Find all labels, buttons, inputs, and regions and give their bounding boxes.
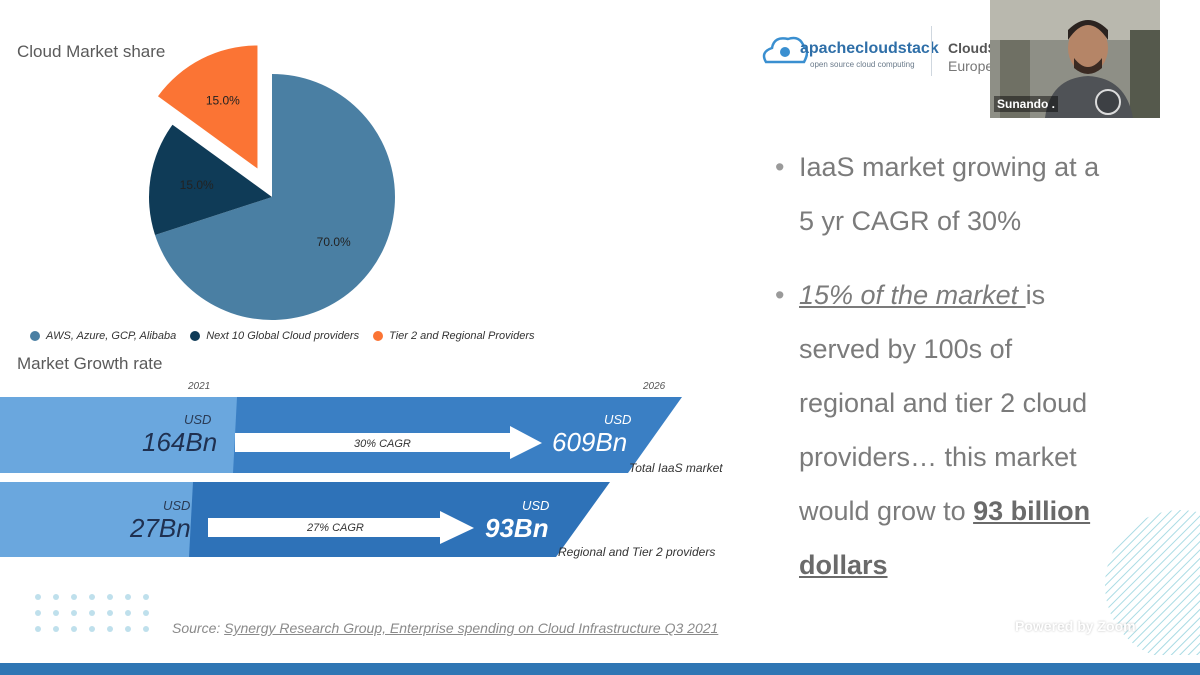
pie-slice xyxy=(155,74,395,320)
source-link[interactable]: Synergy Research Group, Enterprise spend… xyxy=(224,620,719,636)
participant-name: Sunando . xyxy=(994,96,1058,112)
source-label: Source: xyxy=(172,620,225,636)
row2-arrow xyxy=(208,511,474,544)
row1-usd-left: USD xyxy=(184,412,212,427)
legend-swatch xyxy=(30,331,40,341)
bullet-item: IaaS market growing at a 5 yr CAGR of 30… xyxy=(775,140,1115,248)
market-value-link[interactable]: 93 billion dollars xyxy=(799,496,1091,580)
logo-text: apachecloudstack xyxy=(800,40,939,57)
legend-swatch xyxy=(373,331,384,341)
row1-value-left: 164Bn xyxy=(142,427,218,457)
legend-label: Next 10 Global Cloud providers xyxy=(206,330,360,342)
zoom-watermark: Powered by Zoom xyxy=(1015,618,1136,634)
bullet-item: 15% of the market is served by 100s of r… xyxy=(775,268,1115,592)
growth-title: Market Growth rate xyxy=(17,354,163,373)
year-start: 2021 xyxy=(188,381,211,392)
row2-usd-right: USD xyxy=(522,498,550,513)
conference-subtitle: Europe xyxy=(948,58,994,74)
legend-item: Next 10 Global Cloud providers xyxy=(190,330,359,342)
source-line: Source: Synergy Research Group, Enterpri… xyxy=(172,620,718,636)
row2-cagr: 27% CAGR xyxy=(307,522,364,534)
row2-left-band xyxy=(0,482,193,557)
legend-item: Tier 2 and Regional Providers xyxy=(373,330,535,342)
pie-legend: AWS, Azure, GCP, Alibaba Next 10 Global … xyxy=(30,330,535,342)
row1-usd-right: USD xyxy=(604,412,632,427)
cloudstack-logo-icon xyxy=(762,36,808,64)
bullet-text: is served by 100s of regional and tier 2… xyxy=(799,280,1088,526)
logo-subtext: open source cloud computing xyxy=(810,60,915,69)
legend-label: AWS, Azure, GCP, Alibaba xyxy=(46,330,177,342)
bullet-list: IaaS market growing at a 5 yr CAGR of 30… xyxy=(775,140,1115,592)
growth-graphic xyxy=(0,397,682,557)
market-share-link[interactable]: 15% of the market xyxy=(799,280,1026,310)
pie-chart: 70.0% 15.0% 15.0% xyxy=(149,45,395,320)
pie-value-label: 15.0% xyxy=(180,178,214,192)
row1-caption: Total IaaS market xyxy=(629,461,723,475)
participant-image xyxy=(990,0,1160,118)
pie-value-label: 15.0% xyxy=(206,94,240,108)
bullet-text: IaaS market growing at a 5 yr CAGR of 30… xyxy=(799,152,1100,236)
bottom-accent-bar xyxy=(0,663,1200,675)
row1-left-band xyxy=(0,397,237,473)
pie-slice xyxy=(149,124,272,236)
row2-usd-left: USD xyxy=(163,498,191,513)
row1-value-right: 609Bn xyxy=(552,427,628,457)
row2-value-right: 93Bn xyxy=(485,513,549,543)
row1-cagr: 30% CAGR xyxy=(354,438,411,450)
legend-label: Tier 2 and Regional Providers xyxy=(389,330,535,342)
participant-video[interactable]: Sunando . xyxy=(990,0,1160,118)
legend-item: AWS, Azure, GCP, Alibaba xyxy=(30,330,176,342)
row2-caption: Regional and Tier 2 providers xyxy=(558,545,716,559)
row2-value-left: 27Bn xyxy=(130,513,191,543)
pie-value-label: 70.0% xyxy=(317,235,351,249)
pie-slice xyxy=(157,45,258,169)
legend-swatch xyxy=(190,331,201,341)
row1-arrow xyxy=(235,426,542,459)
pie-title: Cloud Market share xyxy=(17,42,166,61)
conference-name: CloudS xyxy=(948,40,997,56)
header-divider xyxy=(931,26,932,76)
year-end: 2026 xyxy=(643,381,666,392)
decorative-hatch xyxy=(1105,510,1200,655)
